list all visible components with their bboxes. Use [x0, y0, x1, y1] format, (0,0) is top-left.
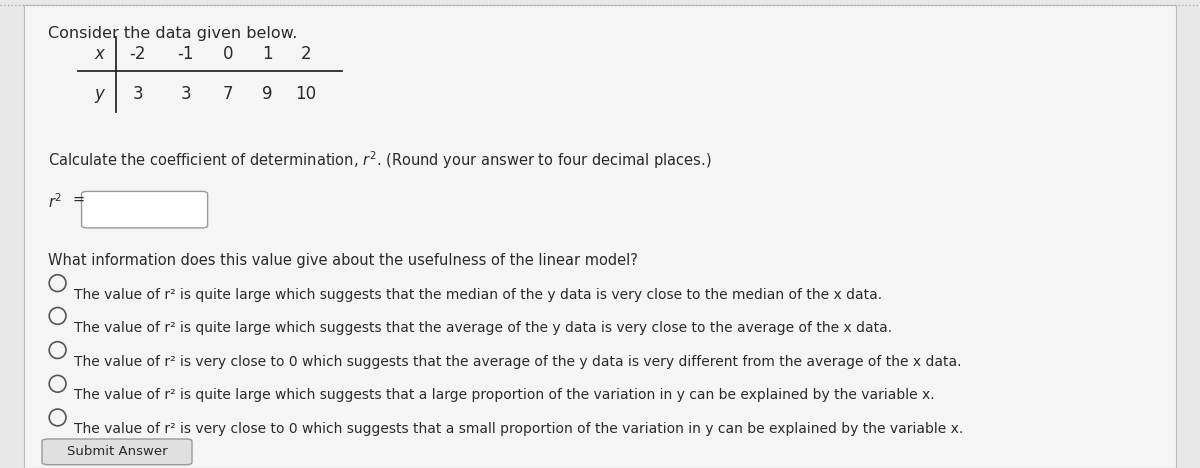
Text: 7: 7: [223, 85, 233, 102]
Text: -1: -1: [178, 45, 194, 63]
Text: The value of r² is quite large which suggests that a large proportion of the var: The value of r² is quite large which sug…: [74, 388, 935, 402]
Text: x: x: [95, 45, 104, 63]
Text: The value of r² is very close to 0 which suggests that a small proportion of the: The value of r² is very close to 0 which…: [74, 422, 964, 436]
Text: =: =: [72, 192, 84, 207]
Text: The value of r² is quite large which suggests that the average of the y data is : The value of r² is quite large which sug…: [74, 321, 893, 335]
Text: 0: 0: [223, 45, 233, 63]
FancyBboxPatch shape: [24, 5, 1176, 468]
FancyBboxPatch shape: [82, 191, 208, 228]
Text: 2: 2: [301, 45, 311, 63]
Text: 3: 3: [181, 85, 191, 102]
Text: What information does this value give about the usefulness of the linear model?: What information does this value give ab…: [48, 253, 638, 268]
Text: Calculate the coefficient of determination, $r^2$. (Round your answer to four de: Calculate the coefficient of determinati…: [48, 150, 712, 171]
Text: -2: -2: [130, 45, 146, 63]
Text: Consider the data given below.: Consider the data given below.: [48, 26, 298, 41]
FancyBboxPatch shape: [42, 439, 192, 465]
Text: 9: 9: [263, 85, 272, 102]
Text: 10: 10: [295, 85, 317, 102]
Text: The value of r² is very close to 0 which suggests that the average of the y data: The value of r² is very close to 0 which…: [74, 355, 962, 369]
Text: 1: 1: [263, 45, 272, 63]
Text: $r^2$: $r^2$: [48, 192, 62, 211]
Text: y: y: [95, 85, 104, 102]
Text: The value of r² is quite large which suggests that the median of the y data is v: The value of r² is quite large which sug…: [74, 288, 882, 302]
Text: Submit Answer: Submit Answer: [67, 446, 167, 458]
Text: 3: 3: [133, 85, 143, 102]
